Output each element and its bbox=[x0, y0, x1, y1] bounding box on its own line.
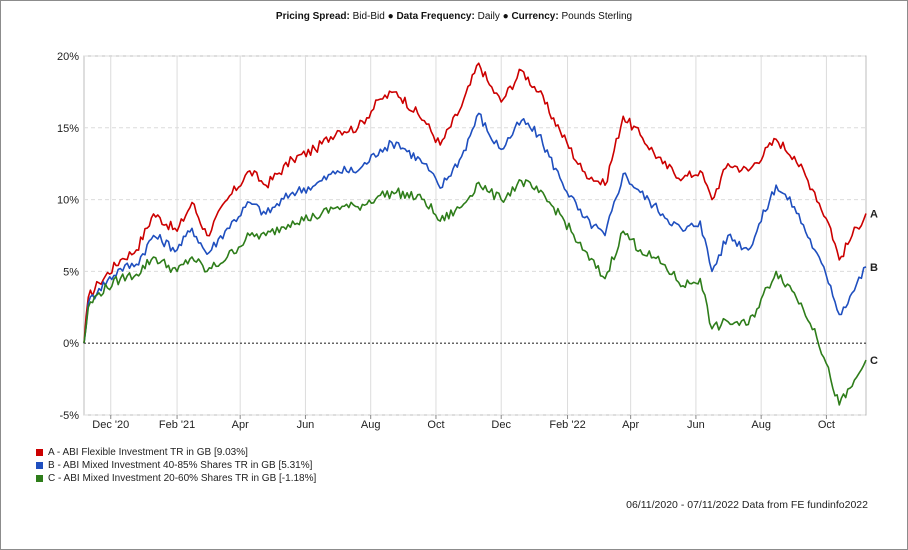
x-tick-label: Feb '21 bbox=[159, 419, 195, 431]
header-separator: ● bbox=[387, 11, 394, 22]
x-tick-label: Aug bbox=[751, 419, 771, 431]
currency-label: Currency: bbox=[511, 11, 559, 22]
series-end-label-b: B bbox=[870, 262, 878, 274]
x-tick-label: Dec '20 bbox=[92, 419, 129, 431]
data-source-footer: 06/11/2020 - 07/11/2022 Data from FE fun… bbox=[626, 499, 868, 511]
y-tick-label: 5% bbox=[63, 266, 79, 278]
currency-value: Pounds Sterling bbox=[561, 11, 633, 22]
x-tick-label: Oct bbox=[427, 419, 444, 431]
x-tick-label: Oct bbox=[818, 419, 835, 431]
legend-item-a: A - ABI Flexible Investment TR in GB [9.… bbox=[36, 446, 316, 459]
chart-header: Pricing Spread: Bid-Bid ● Data Frequency… bbox=[0, 11, 908, 22]
y-tick-label: 0% bbox=[63, 338, 79, 350]
chart-legend: A - ABI Flexible Investment TR in GB [9.… bbox=[36, 446, 316, 485]
legend-swatch-a bbox=[36, 449, 43, 456]
legend-swatch-b bbox=[36, 462, 43, 469]
x-tick-label: Apr bbox=[622, 419, 639, 431]
legend-label-b: B - ABI Mixed Investment 40-85% Shares T… bbox=[48, 460, 313, 471]
x-tick-label: Jun bbox=[297, 419, 315, 431]
data-frequency-label: Data Frequency: bbox=[396, 11, 475, 22]
x-tick-label: Apr bbox=[232, 419, 249, 431]
series-end-label-a: A bbox=[870, 209, 878, 221]
y-tick-label: -5% bbox=[59, 410, 79, 422]
y-tick-label: 20% bbox=[57, 51, 79, 63]
y-tick-label: 15% bbox=[57, 123, 79, 135]
header-separator: ● bbox=[502, 11, 509, 22]
legend-item-c: C - ABI Mixed Investment 20-60% Shares T… bbox=[36, 472, 316, 485]
legend-label-c: C - ABI Mixed Investment 20-60% Shares T… bbox=[48, 473, 317, 484]
legend-label-a: A - ABI Flexible Investment TR in GB [9.… bbox=[48, 447, 248, 458]
x-tick-label: Feb '22 bbox=[549, 419, 585, 431]
pricing-spread-label: Pricing Spread: bbox=[275, 11, 350, 22]
x-tick-label: Aug bbox=[361, 419, 381, 431]
pricing-spread-value: Bid-Bid bbox=[352, 11, 385, 22]
series-line-b bbox=[83, 112, 867, 344]
x-tick-label: Dec bbox=[491, 419, 511, 431]
plot-area bbox=[83, 55, 867, 416]
series-line-a bbox=[83, 62, 867, 344]
legend-swatch-c bbox=[36, 475, 43, 482]
series-line-c bbox=[83, 179, 867, 406]
series-end-label-c: C bbox=[870, 355, 878, 367]
legend-item-b: B - ABI Mixed Investment 40-85% Shares T… bbox=[36, 459, 316, 472]
y-tick-label: 10% bbox=[57, 195, 79, 207]
data-frequency-value: Daily bbox=[477, 11, 500, 22]
x-tick-label: Jun bbox=[687, 419, 705, 431]
